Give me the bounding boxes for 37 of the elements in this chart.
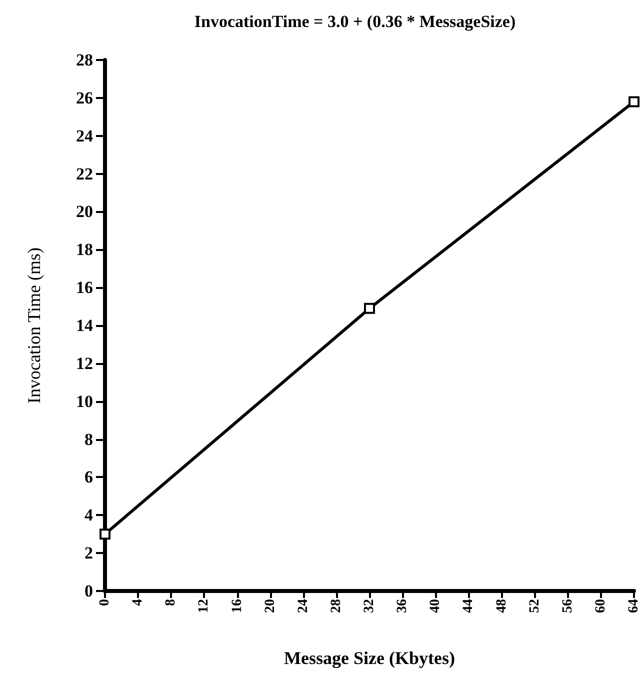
y-tick-label: 28 — [76, 50, 93, 70]
x-tick-label: 44 — [461, 599, 476, 613]
y-tick-label: 22 — [76, 164, 93, 184]
x-tick-label: 20 — [262, 599, 278, 613]
chart-title: InvocationTime = 3.0 + (0.36 * MessageSize) — [194, 12, 516, 31]
y-tick-label: 14 — [76, 316, 94, 335]
y-tick-label: 8 — [84, 430, 93, 449]
x-tick-label: 0 — [98, 599, 112, 606]
x-tick-label: 24 — [296, 599, 311, 613]
y-axis-title: Invocation Time (ms) — [24, 247, 44, 404]
point — [364, 302, 375, 314]
x-tick-label: 4 — [130, 599, 146, 606]
x-tick-label: 28 — [328, 599, 344, 613]
y-tick-label: 6 — [84, 468, 93, 487]
y-tick-label: 18 — [76, 240, 93, 260]
x-tick-label: 12 — [196, 599, 212, 613]
x-tick-label: 64 — [626, 599, 642, 613]
y-tick-label: 24 — [76, 126, 94, 146]
y-tick-label: 20 — [76, 202, 93, 222]
x-tick-label: 40 — [428, 599, 444, 613]
x-tick-label: 8 — [164, 599, 179, 606]
x-tick-label: 60 — [593, 599, 608, 613]
y-tick-label: 26 — [76, 88, 93, 108]
y-tick-label: 10 — [76, 392, 93, 411]
y-tick-label: 4 — [84, 506, 94, 525]
x-tick-label: 36 — [395, 599, 410, 613]
point — [628, 96, 640, 108]
y-tick-label: 16 — [76, 278, 93, 298]
x-tick-label: 56 — [560, 599, 576, 613]
y-tick-label: 12 — [76, 354, 93, 373]
y-tick-label: 2 — [84, 544, 93, 563]
x-tick-label: 32 — [362, 599, 377, 613]
x-axis-title: Message Size (Kbytes) — [284, 648, 455, 668]
x-tick-label: 48 — [494, 599, 510, 613]
x-tick-label: 52 — [527, 599, 542, 613]
point — [100, 528, 110, 540]
x-tick-label: 16 — [230, 599, 245, 613]
